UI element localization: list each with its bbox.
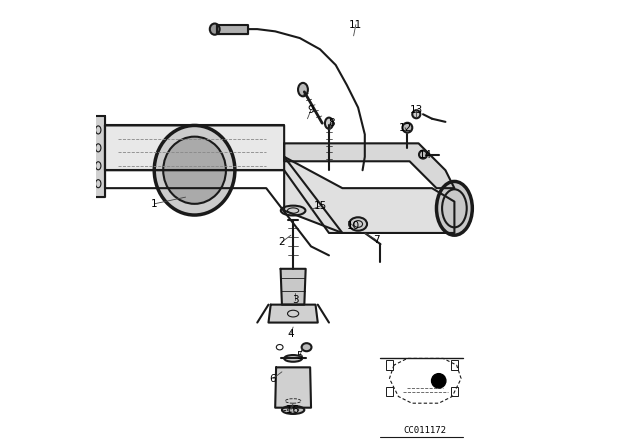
Polygon shape [92,116,105,197]
Text: 1: 1 [151,199,157,209]
Bar [386,360,393,370]
Ellipse shape [301,343,312,351]
Ellipse shape [419,151,427,159]
Bar [451,360,458,370]
Text: 11: 11 [349,20,362,30]
Polygon shape [105,125,342,233]
Polygon shape [284,157,454,233]
Ellipse shape [282,406,305,414]
Circle shape [431,374,446,388]
Text: 15: 15 [314,201,326,211]
Polygon shape [275,367,311,408]
Polygon shape [280,269,306,305]
Text: 12: 12 [399,123,412,133]
Ellipse shape [349,217,367,231]
Ellipse shape [412,110,420,118]
Text: 4: 4 [287,329,294,339]
Text: 5: 5 [296,351,303,361]
Bar [451,387,458,396]
Ellipse shape [281,206,305,215]
Bar [386,387,393,396]
Ellipse shape [403,123,412,133]
Ellipse shape [210,23,220,35]
Text: 3: 3 [292,295,299,305]
Text: 14: 14 [419,150,432,159]
Ellipse shape [298,83,308,96]
Text: 2: 2 [278,237,285,247]
Polygon shape [217,25,248,34]
Polygon shape [284,143,454,188]
Ellipse shape [284,355,302,362]
Polygon shape [269,305,317,323]
Text: CC011172: CC011172 [404,426,447,435]
Text: 10: 10 [347,221,360,231]
Ellipse shape [325,117,333,129]
Ellipse shape [163,137,226,204]
Ellipse shape [436,181,472,235]
Text: 6: 6 [269,374,276,383]
Text: -16: -16 [282,405,300,415]
Text: 7: 7 [372,235,380,245]
Text: 9: 9 [308,105,314,115]
Text: 8: 8 [328,118,335,128]
Ellipse shape [154,125,235,215]
Text: 13: 13 [410,105,423,115]
